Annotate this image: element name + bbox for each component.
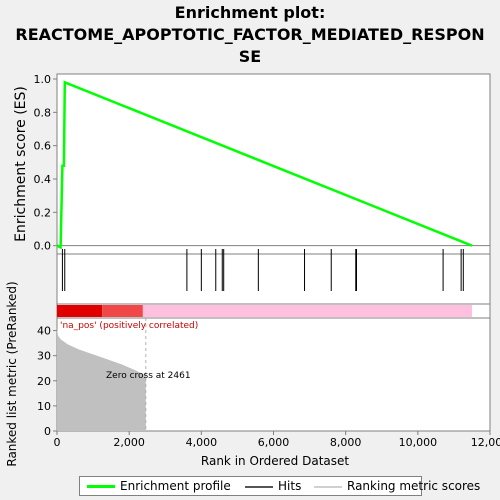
rank-ytick-label: 10	[37, 400, 51, 413]
es-ytick-label: 0.8	[34, 106, 52, 119]
rank-ytick-label: 20	[37, 375, 51, 388]
es-ytick-label: 0.6	[34, 140, 52, 153]
legend-hits: Hits	[278, 479, 302, 493]
enrichment-profile-line	[56, 80, 473, 250]
colorbar-segment	[57, 305, 103, 317]
legend-ranking-metric: Ranking metric scores	[347, 479, 481, 493]
pos-correlated-label: 'na_pos' (positively correlated)	[60, 321, 198, 331]
es-ytick-label: 1.0	[34, 73, 52, 86]
xtick-label: 8,000	[330, 436, 362, 449]
es-ytick-label: 0.0	[34, 240, 52, 253]
hits-layer	[61, 249, 464, 291]
xlabel: Rank in Ordered Dataset	[201, 454, 349, 468]
es-layer: 0.0 0.2 0.4 0.6 0.8 1.0	[34, 73, 490, 253]
rank-ytick-label: 30	[37, 350, 51, 363]
xtick-label: 12,000	[471, 436, 500, 449]
ranking-layer: 0 10 20 30 40 0 2,000 4,000 6,000 8,000 10,000 12,0…	[37, 318, 500, 449]
es-ylabel: Enrichment score (ES)	[13, 86, 29, 242]
hits-panel	[56, 253, 491, 305]
rank-ytick-label: 40	[37, 325, 51, 338]
title-line-1: Enrichment plot:	[174, 3, 326, 22]
xtick-label: 4,000	[186, 436, 218, 449]
ranking-metric-swatch	[314, 486, 342, 488]
zero-cross-label: Zero cross at 2461	[106, 371, 191, 381]
rank-ytick-label: 0	[44, 425, 51, 438]
xtick-label: 6,000	[258, 436, 290, 449]
ranking-ylabel: Ranked list metric (PreRanked)	[5, 281, 19, 466]
enrichment-profile-swatch	[87, 485, 115, 488]
es-ytick-label: 0.2	[34, 206, 52, 219]
plot-title: Enrichment plot: REACTOME_APOPTOTIC_FACT…	[0, 2, 500, 68]
colorbar-segment	[102, 305, 143, 317]
xtick-label: 2,000	[113, 436, 145, 449]
xtick-label: 0	[54, 436, 61, 449]
hits-swatch	[245, 486, 273, 488]
title-line-3: SE	[238, 47, 262, 66]
es-ytick-label: 0.4	[34, 173, 52, 186]
colorbar-layer	[57, 305, 472, 317]
ranking-metric-area	[57, 328, 146, 431]
xtick-label: 10,000	[399, 436, 438, 449]
legend-enrichment-profile: Enrichment profile	[120, 479, 231, 493]
title-line-2: REACTOME_APOPTOTIC_FACTOR_MEDIATED_RESPO…	[15, 25, 485, 44]
colorbar-segment	[142, 305, 472, 317]
legend: Enrichment profile Hits Ranking metric s…	[79, 476, 480, 496]
